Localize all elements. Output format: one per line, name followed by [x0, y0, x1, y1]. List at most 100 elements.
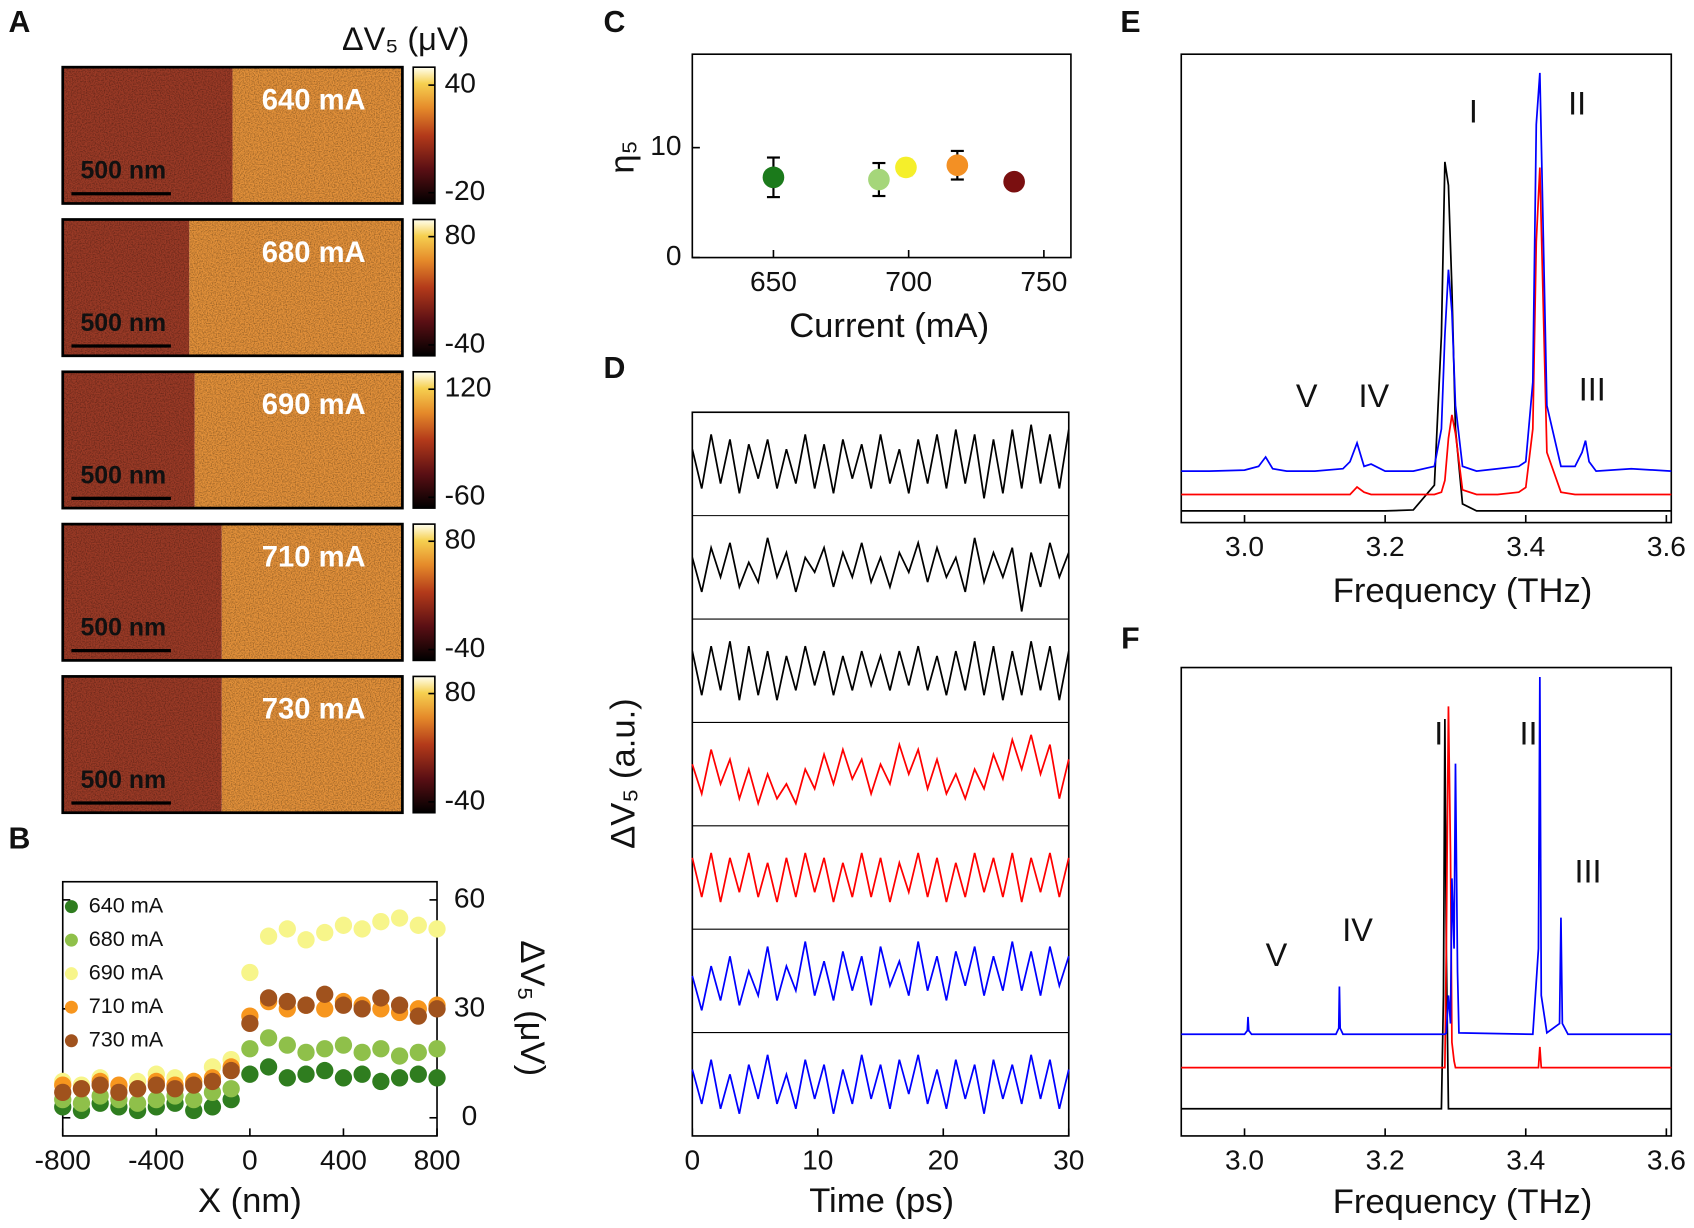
- trace: [691, 537, 1070, 612]
- data-point: [409, 1043, 427, 1062]
- x-tick-label: 3.6: [1647, 531, 1686, 562]
- scale-bar-label: 500 nm: [80, 157, 166, 185]
- colorbar-tick-label: -40: [445, 632, 486, 663]
- data-point: [278, 1036, 296, 1054]
- data-point: [203, 1098, 222, 1116]
- x-tick-label: 20: [928, 1144, 959, 1175]
- colorbar-tick-label: 120: [445, 372, 492, 403]
- data-point: [390, 1069, 409, 1087]
- data-point: [762, 166, 785, 189]
- data-point: [868, 168, 890, 191]
- data-point: [428, 1000, 446, 1018]
- x-tick-label: 0: [684, 1144, 700, 1175]
- spectrum: [1181, 167, 1672, 496]
- y-tick-label: 30: [454, 991, 485, 1022]
- colorbar-tick-label: -60: [445, 480, 486, 511]
- data-point: [147, 1076, 165, 1094]
- data-point: [278, 920, 296, 938]
- data-point: [185, 1076, 203, 1094]
- trace: [691, 734, 1070, 807]
- x-tick-label: 30: [1053, 1144, 1084, 1175]
- colorbar: [412, 675, 436, 814]
- peak-label: III: [1574, 854, 1601, 890]
- data-point: [372, 1072, 390, 1091]
- scale-bar-label: 500 nm: [80, 309, 166, 337]
- plot-frame: [1180, 666, 1673, 1137]
- data-point: [1003, 170, 1025, 193]
- plot-frame: [691, 411, 1070, 1137]
- colorbar: [412, 66, 436, 205]
- spectrum: [1181, 719, 1672, 1110]
- data-point: [241, 1040, 259, 1058]
- x-axis-label: X (nm): [198, 1182, 302, 1220]
- data-point: [259, 989, 278, 1007]
- data-point: [334, 916, 353, 934]
- peak-label: IV: [1342, 912, 1373, 948]
- trace: [691, 1054, 1070, 1114]
- data-point: [353, 1000, 371, 1018]
- trace: [691, 424, 1070, 499]
- colorbar: [412, 218, 436, 357]
- current-label: 640 mA: [262, 85, 366, 117]
- data-point: [372, 1040, 390, 1058]
- x-tick-label: 3.2: [1366, 1144, 1405, 1175]
- x-tick-label: 650: [750, 266, 797, 297]
- colorbar-title: ΔV₅ (μV): [342, 21, 469, 57]
- map-grain: [62, 371, 403, 509]
- data-point: [222, 1080, 240, 1098]
- data-point: [409, 1007, 427, 1025]
- data-point: [409, 1065, 427, 1083]
- legend-label: 680 mA: [89, 926, 164, 951]
- x-tick-label: 700: [885, 266, 932, 297]
- data-point: [259, 1029, 278, 1047]
- data-point: [372, 989, 390, 1007]
- panel-letter: A: [9, 6, 31, 39]
- map-border: [61, 218, 404, 358]
- spectrum: [1181, 161, 1672, 512]
- x-tick-label: 750: [1020, 266, 1067, 297]
- data-point: [895, 156, 917, 179]
- colorbar-tick-label: 40: [445, 68, 476, 99]
- colorbar: [412, 523, 436, 662]
- map-border: [61, 675, 404, 815]
- x-tick-label: 3.4: [1506, 531, 1545, 562]
- panel-letter: B: [9, 823, 31, 856]
- x-tick-label: 0: [242, 1144, 258, 1175]
- x-tick-label: -800: [35, 1144, 91, 1175]
- legend-label: 690 mA: [89, 959, 164, 984]
- data-point: [353, 920, 371, 938]
- peak-label: III: [1579, 371, 1606, 407]
- map-border: [61, 522, 404, 662]
- y-tick-label: 60: [454, 882, 485, 913]
- data-point: [409, 916, 427, 934]
- data-point: [316, 1000, 334, 1018]
- panel-letter: C: [603, 6, 625, 39]
- data-point: [241, 1014, 259, 1033]
- panel-letter: D: [603, 352, 625, 385]
- current-label: 680 mA: [262, 237, 366, 269]
- x-tick-label: 10: [802, 1144, 833, 1175]
- trace: [691, 852, 1070, 903]
- data-point: [297, 1065, 315, 1083]
- peak-label: II: [1568, 86, 1586, 122]
- x-axis-label: Frequency (THz): [1333, 1183, 1593, 1221]
- map-grain: [62, 219, 403, 356]
- colorbar: [412, 370, 436, 509]
- data-point: [297, 1043, 315, 1062]
- data-point: [128, 1094, 147, 1112]
- legend-label: 640 mA: [89, 892, 164, 917]
- legend-marker: [64, 1034, 78, 1048]
- map-border: [61, 370, 404, 510]
- current-label: 690 mA: [262, 389, 366, 421]
- colorbar-tick-label: -20: [445, 175, 486, 206]
- peak-label: I: [1469, 93, 1478, 129]
- data-point: [241, 963, 259, 982]
- spectrum: [1181, 676, 1672, 1036]
- y-axis-label: ΔV₅ (a.u.): [604, 698, 642, 849]
- spectrum: [1181, 72, 1672, 472]
- colorbar-tick-label: -40: [445, 327, 486, 358]
- data-point: [946, 154, 969, 177]
- data-point: [428, 1069, 446, 1087]
- colorbar-tick-label: 80: [445, 524, 476, 555]
- data-point: [203, 1072, 222, 1091]
